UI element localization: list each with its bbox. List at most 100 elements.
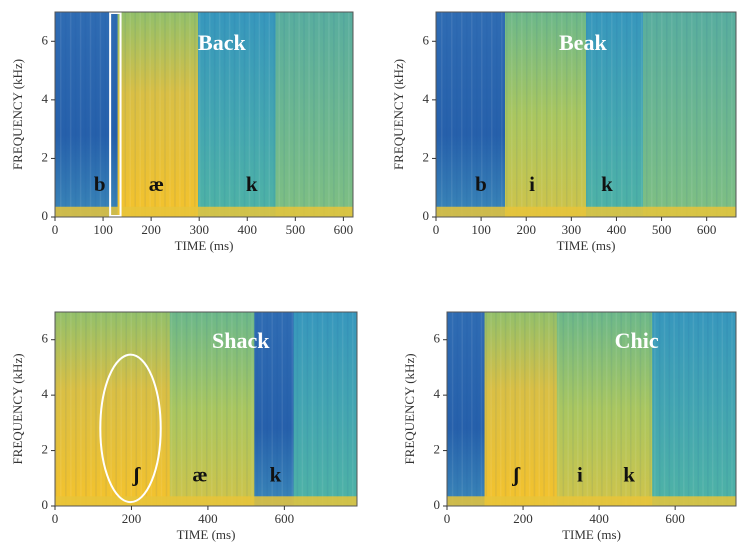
spectrogram-streak xyxy=(211,312,213,506)
spectrogram-streak xyxy=(581,12,583,217)
spectrogram-region xyxy=(505,12,587,217)
spectrogram-streak xyxy=(326,312,329,506)
spectrogram-streak xyxy=(521,12,523,217)
spectrogram-streak xyxy=(333,12,335,217)
spectrogram-streak xyxy=(140,312,143,506)
spectrogram-streak xyxy=(318,12,320,217)
phoneme-label: b xyxy=(94,172,106,196)
x-tick-label: 100 xyxy=(93,222,113,237)
spectrogram-streak xyxy=(716,12,718,217)
spectrogram-streak xyxy=(471,312,473,506)
spectrogram-streak xyxy=(233,12,236,217)
spectrogram-streak xyxy=(208,12,211,217)
phoneme-label: æ xyxy=(192,463,207,487)
spectrogram-streak xyxy=(668,312,671,506)
spectrogram-streak xyxy=(69,12,72,217)
spectrogram-streak xyxy=(711,312,714,506)
x-axis-label: TIME (ms) xyxy=(557,238,616,253)
spectrogram-streak xyxy=(601,312,603,506)
spectrogram-streak xyxy=(676,12,678,217)
spectrogram-streak xyxy=(351,312,354,506)
spectrogram-streak xyxy=(213,12,216,217)
spectrogram-streak xyxy=(120,312,122,506)
spectrogram-streak xyxy=(615,312,618,506)
spectrogram-streak xyxy=(546,12,548,217)
spectrogram-streak xyxy=(490,312,492,506)
y-tick-label: 0 xyxy=(423,208,430,223)
spectrogram-streak xyxy=(266,312,268,506)
spectrogram-streak xyxy=(557,312,560,506)
y-tick-label: 6 xyxy=(434,331,441,346)
spectrogram-streak xyxy=(658,312,661,506)
plot-frame xyxy=(54,11,354,218)
y-tick-label: 4 xyxy=(423,91,430,106)
spectrogram-streak xyxy=(263,12,266,217)
spectrogram-streak xyxy=(649,312,651,506)
spectrogram-streak xyxy=(221,312,223,506)
spectrogram-streak xyxy=(281,312,283,506)
y-tick-label: 6 xyxy=(423,32,430,47)
spectrogram-streak xyxy=(481,12,483,217)
spectrogram-streak xyxy=(641,12,643,217)
spectrogram-streak xyxy=(531,12,533,217)
y-tick-label: 4 xyxy=(434,386,441,401)
spectrogram-streak xyxy=(70,312,72,506)
spectrogram-streak xyxy=(601,12,603,217)
y-axis-label: FREQUENCY (kHz) xyxy=(391,59,406,170)
spectrogram-region xyxy=(198,12,277,217)
spectrogram-streak xyxy=(346,312,349,506)
spectrogram-region xyxy=(436,12,506,217)
highlight-box xyxy=(109,12,122,217)
x-tick-label: 300 xyxy=(189,222,209,237)
spectrogram-streak xyxy=(610,312,613,506)
spectrogram-streak xyxy=(226,312,228,506)
spectrogram-streak xyxy=(99,12,102,217)
spectrogram-region xyxy=(55,12,119,217)
spectrogram-streak xyxy=(154,12,156,217)
spectrogram-region xyxy=(643,12,737,217)
x-tick-label: 600 xyxy=(275,511,295,526)
spectrogram-streak xyxy=(301,312,304,506)
spectrogram-region xyxy=(293,312,358,506)
spectrogram-streak xyxy=(206,312,208,506)
y-tick-label: 4 xyxy=(42,91,49,106)
spectrogram-streak xyxy=(586,312,589,506)
spectrogram-streak xyxy=(556,12,558,217)
spectrogram-streak xyxy=(636,12,638,217)
spectrogram-streak xyxy=(228,12,231,217)
spectrogram-streak xyxy=(180,312,183,506)
x-tick-label: 400 xyxy=(198,511,218,526)
spectrogram-streak xyxy=(218,12,221,217)
x-tick-label: 500 xyxy=(652,222,672,237)
spectrogram-streak xyxy=(581,312,584,506)
panel-title: Beak xyxy=(559,30,607,55)
y-tick-label: 2 xyxy=(42,149,49,164)
spectrogram-streak xyxy=(486,12,488,217)
spectrogram-streak xyxy=(731,312,733,506)
plot-frame xyxy=(435,11,737,218)
spectrogram-streak xyxy=(135,312,138,506)
x-tick-label: 200 xyxy=(516,222,536,237)
spectrogram-streak xyxy=(258,12,261,217)
x-axis-label: TIME (ms) xyxy=(177,527,236,542)
spectrogram-region xyxy=(169,312,255,506)
x-tick-label: 600 xyxy=(697,222,717,237)
spectrogram-streak xyxy=(139,12,141,217)
x-tick-label: 0 xyxy=(444,511,451,526)
y-tick-label: 6 xyxy=(42,32,49,47)
spectrogram-streak xyxy=(707,312,709,506)
spectrogram-streak xyxy=(446,12,448,217)
spectrogram-region xyxy=(652,312,737,506)
phoneme-label: i xyxy=(529,172,535,196)
y-tick-label: 2 xyxy=(434,442,441,457)
spectrogram-streak xyxy=(625,312,627,506)
spectrogram-streak xyxy=(591,12,593,217)
spectrogram-streak xyxy=(671,12,673,217)
spectrogram-streak xyxy=(673,312,675,506)
spectrogram-streak xyxy=(170,312,173,506)
spectrogram-streak xyxy=(296,312,299,506)
spectrogram-streak xyxy=(541,12,543,217)
spectrogram-streak xyxy=(491,12,493,217)
spectrogram-streak xyxy=(528,312,531,506)
y-tick-label: 4 xyxy=(42,386,49,401)
